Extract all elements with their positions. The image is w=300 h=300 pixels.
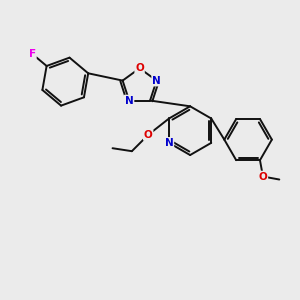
Text: N: N <box>125 95 134 106</box>
Text: O: O <box>259 172 267 182</box>
Text: F: F <box>29 49 36 59</box>
Text: O: O <box>144 130 153 140</box>
Text: N: N <box>152 76 161 85</box>
Text: O: O <box>135 63 144 73</box>
Text: N: N <box>165 138 173 148</box>
